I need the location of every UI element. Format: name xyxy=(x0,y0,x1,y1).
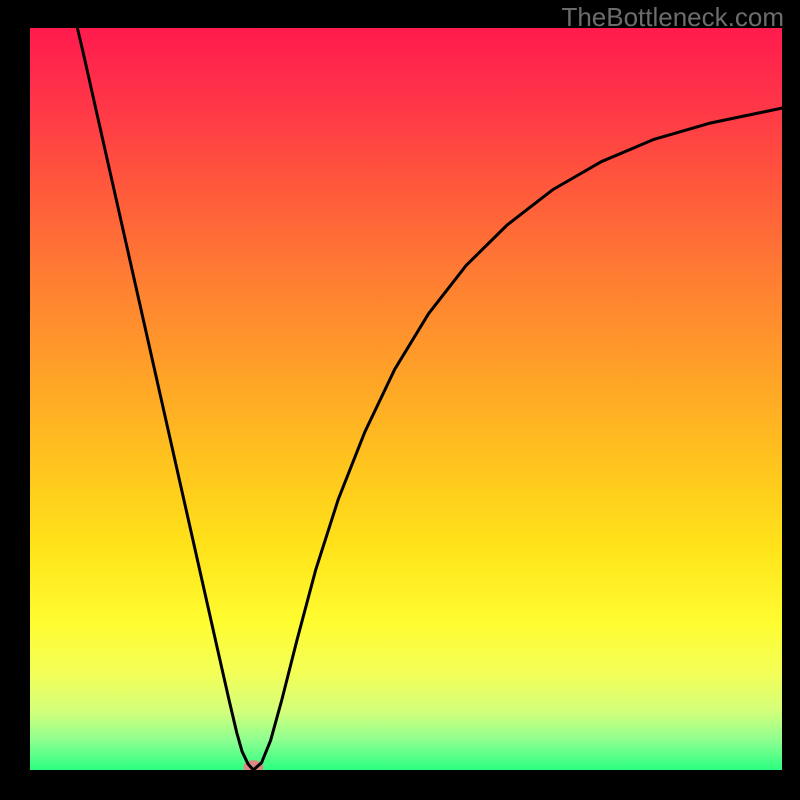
chart-svg xyxy=(30,28,782,770)
gradient-background xyxy=(30,28,782,770)
chart-plot-area xyxy=(30,28,782,770)
